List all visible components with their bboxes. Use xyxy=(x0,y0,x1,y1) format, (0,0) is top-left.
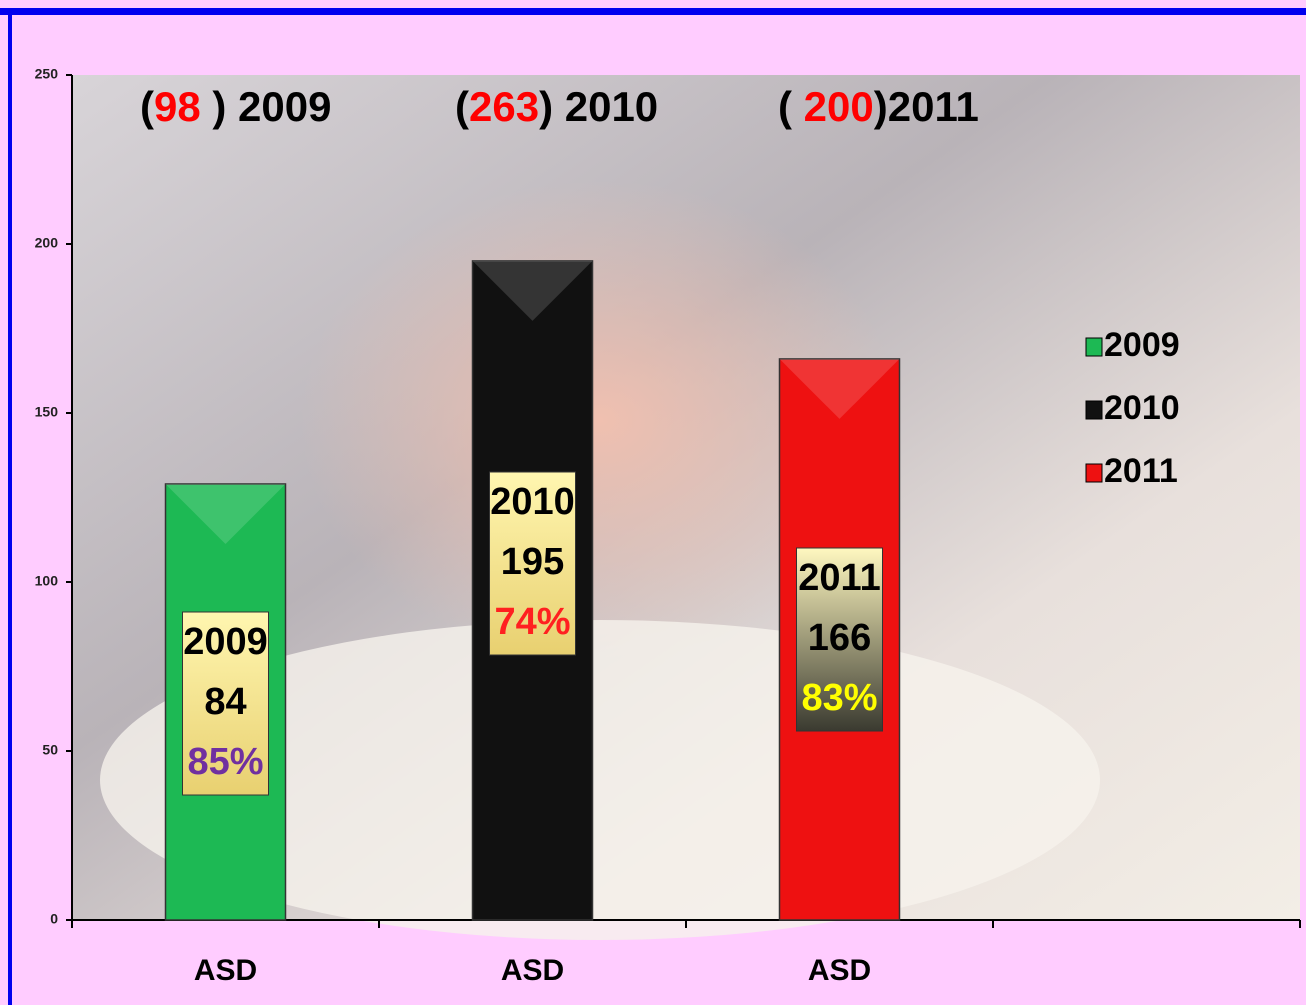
x-tick-label: ASD xyxy=(194,954,257,987)
legend-swatch xyxy=(1086,338,1102,356)
left-border xyxy=(8,8,12,1005)
y-tick-label: 0 xyxy=(50,911,58,927)
header-open: ( xyxy=(140,83,154,130)
legend-label: 2011 xyxy=(1104,452,1178,490)
header-count: 200 xyxy=(804,83,874,130)
header-label: (263) 2010 xyxy=(455,83,658,130)
y-tick-label: 100 xyxy=(35,573,59,589)
bar-label-year: 2009 xyxy=(183,621,268,663)
header-label: (98 ) 2009 xyxy=(140,83,331,130)
header-label: ( 200)2011 xyxy=(778,83,979,130)
top-border xyxy=(0,8,1306,15)
legend-swatch xyxy=(1086,401,1102,419)
y-tick-label: 50 xyxy=(42,742,58,758)
legend-label: 2010 xyxy=(1104,389,1180,427)
header-close: )2011 xyxy=(874,83,979,130)
bar-label-percent: 74% xyxy=(494,601,570,643)
bar-label-count: 195 xyxy=(501,541,564,583)
legend-swatch xyxy=(1086,464,1102,482)
legend-label: 2009 xyxy=(1104,326,1180,364)
header-open: ( xyxy=(455,83,469,130)
header-close: ) 2009 xyxy=(201,83,332,130)
bar-label-year: 2011 xyxy=(798,557,880,599)
header-count: 263 xyxy=(469,83,539,130)
bar-label-percent: 83% xyxy=(801,677,877,719)
y-tick-label: 150 xyxy=(35,404,59,420)
chart: 050100150200250ASDASDASD(98 ) 2009(263) … xyxy=(0,0,1306,1005)
bar-label-year: 2010 xyxy=(490,481,575,523)
bar-label-percent: 85% xyxy=(187,741,263,783)
header-close: ) 2010 xyxy=(539,83,658,130)
x-tick-label: ASD xyxy=(501,954,564,987)
x-tick-label: ASD xyxy=(808,954,871,987)
bar-label-count: 166 xyxy=(808,617,871,659)
header-count: 98 xyxy=(154,83,201,130)
y-tick-label: 250 xyxy=(35,66,59,82)
bar-label-count: 84 xyxy=(204,681,246,723)
header-open: ( xyxy=(778,83,804,130)
y-tick-label: 200 xyxy=(35,235,59,251)
